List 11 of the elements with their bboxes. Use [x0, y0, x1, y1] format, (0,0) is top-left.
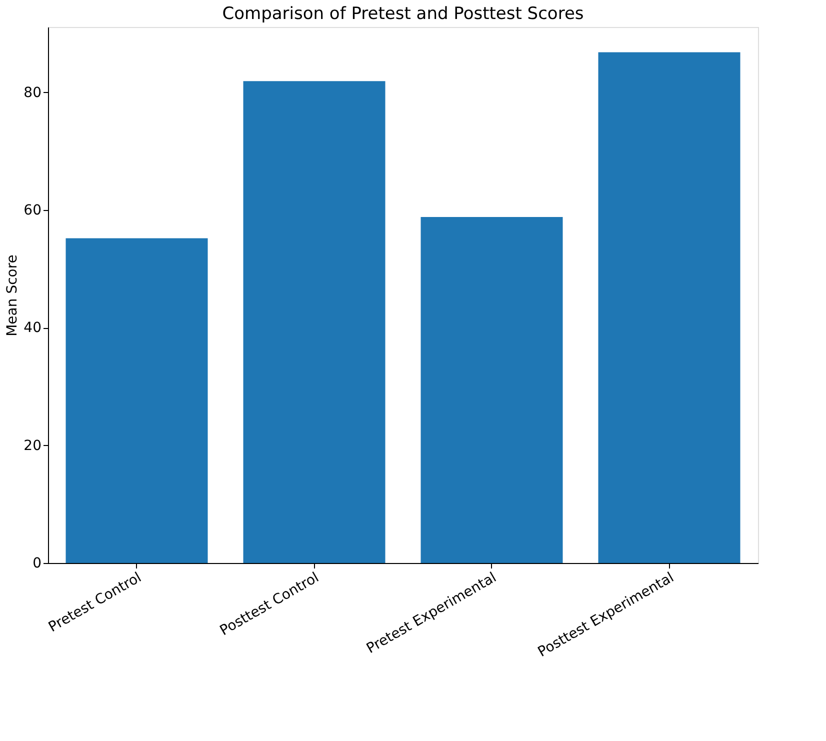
y-tick-label: 80 — [24, 84, 42, 101]
y-tick-label: 20 — [24, 438, 42, 454]
y-tick-label: 40 — [24, 320, 42, 336]
bar — [598, 52, 740, 563]
bar — [420, 217, 563, 563]
y-axis-title: Mean Score — [4, 254, 21, 336]
bar — [66, 238, 208, 563]
y-tick-label: 0 — [32, 556, 42, 572]
chart-title: Comparison of Pretest and Posttest Scores — [222, 4, 584, 24]
bar — [243, 81, 386, 563]
y-tick-label: 60 — [24, 202, 42, 218]
